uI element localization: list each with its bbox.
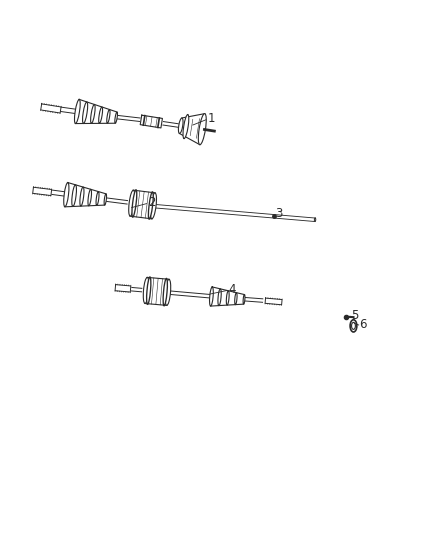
Ellipse shape [163, 278, 167, 306]
Text: 5: 5 [351, 309, 358, 322]
Text: 3: 3 [275, 207, 282, 220]
Ellipse shape [226, 291, 229, 305]
Polygon shape [130, 190, 155, 219]
Ellipse shape [88, 189, 92, 206]
Ellipse shape [115, 112, 117, 123]
Ellipse shape [350, 320, 357, 332]
Polygon shape [245, 297, 263, 302]
Ellipse shape [132, 190, 137, 217]
Ellipse shape [107, 109, 110, 123]
Polygon shape [60, 107, 86, 115]
Ellipse shape [80, 187, 84, 206]
Ellipse shape [74, 100, 80, 124]
Text: 6: 6 [360, 318, 367, 330]
Ellipse shape [150, 193, 156, 219]
Ellipse shape [104, 194, 106, 205]
Polygon shape [211, 287, 244, 306]
Text: 1: 1 [208, 112, 215, 125]
Ellipse shape [178, 118, 183, 133]
Ellipse shape [148, 192, 153, 219]
Ellipse shape [72, 185, 77, 206]
Ellipse shape [91, 104, 95, 124]
Polygon shape [75, 100, 117, 124]
Text: 2: 2 [148, 196, 156, 209]
Ellipse shape [99, 107, 102, 123]
Ellipse shape [183, 115, 189, 139]
Ellipse shape [235, 293, 237, 305]
Polygon shape [41, 104, 61, 113]
Polygon shape [131, 287, 142, 292]
Ellipse shape [198, 114, 206, 144]
Ellipse shape [165, 279, 171, 305]
Polygon shape [163, 122, 178, 127]
Ellipse shape [64, 182, 69, 207]
Ellipse shape [96, 191, 99, 205]
Polygon shape [180, 114, 205, 144]
Ellipse shape [314, 218, 316, 222]
Ellipse shape [218, 289, 221, 305]
Ellipse shape [209, 287, 213, 306]
Text: 4: 4 [229, 283, 236, 296]
Ellipse shape [243, 295, 245, 304]
Ellipse shape [82, 102, 88, 124]
Polygon shape [117, 116, 141, 122]
Polygon shape [33, 187, 52, 196]
Ellipse shape [147, 277, 151, 304]
Ellipse shape [143, 277, 149, 303]
Polygon shape [155, 205, 315, 222]
Polygon shape [65, 182, 106, 207]
Ellipse shape [129, 190, 135, 216]
Ellipse shape [352, 322, 355, 329]
Polygon shape [170, 291, 215, 298]
Polygon shape [265, 298, 282, 305]
Polygon shape [106, 198, 127, 204]
Polygon shape [52, 190, 75, 198]
Polygon shape [140, 115, 162, 128]
Polygon shape [145, 277, 169, 305]
Polygon shape [115, 285, 131, 292]
